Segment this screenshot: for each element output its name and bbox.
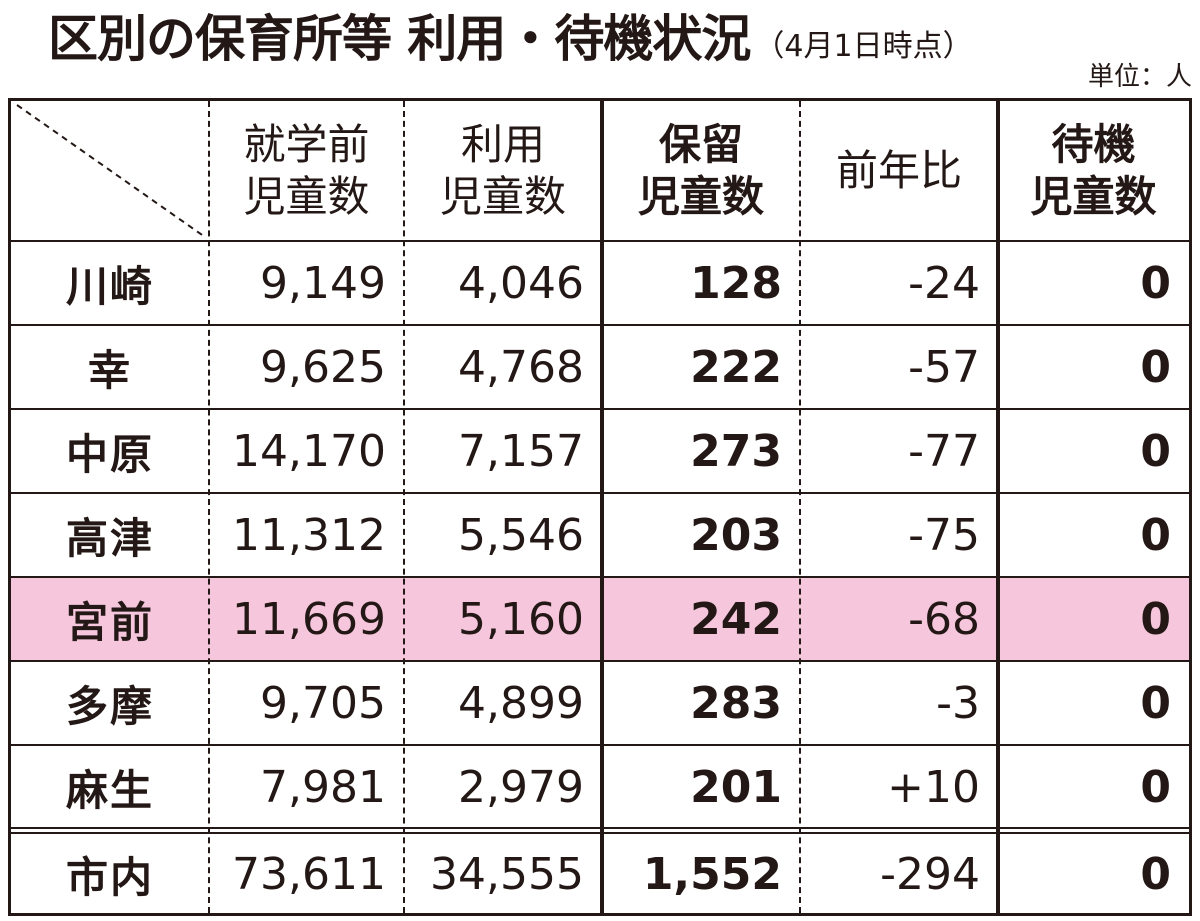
row-yoy-cell: -3 [936, 677, 980, 729]
row-reserved-cell: 242 [690, 593, 782, 645]
column-divider-dashed [403, 101, 405, 913]
header-diagonal-line [16, 104, 206, 238]
document-title: 区別の保育所等 利用・待機状況 （4月1日時点） [48, 4, 973, 74]
header-yoy-line: 前年比 [835, 146, 962, 195]
row-preschool-cell: 9,705 [260, 677, 386, 729]
column-divider-dashed [799, 101, 801, 913]
row-reserved-cell: 222 [690, 341, 782, 393]
header-yoy: 前年比 [800, 101, 998, 241]
header-reserved-line: 児童数 [637, 172, 764, 221]
row-preschool-cell: 11,312 [232, 509, 386, 561]
row-ward-cell: 幸 [87, 345, 132, 395]
total-users-cell: 34,555 [430, 848, 584, 900]
header-users: 利用 児童数 [404, 101, 602, 241]
row-ward-cell: 川崎 [65, 261, 154, 311]
row-yoy-cell: -75 [908, 509, 980, 561]
row-ward-cell: 麻生 [65, 765, 154, 815]
row-preschool-cell: 7,981 [260, 761, 386, 813]
header-preschool-line: 児童数 [243, 172, 370, 221]
total-reserved-cell: 1,552 [642, 848, 782, 900]
row-yoy-cell: -68 [908, 593, 980, 645]
row-yoy-cell: +10 [887, 761, 980, 813]
row-reserved-cell: 273 [690, 425, 782, 477]
header-waiting: 待機 児童数 [998, 101, 1189, 241]
row-waiting-cell: 0 [1140, 761, 1171, 813]
row-waiting-cell: 0 [1140, 509, 1171, 561]
header-reserved-line: 保留 [658, 120, 743, 169]
row-waiting-cell: 0 [1140, 341, 1171, 393]
row-yoy-cell: -24 [908, 257, 980, 309]
row-users-cell: 5,546 [458, 509, 584, 561]
title-text: 区別の保育所等 利用・待機状況 [48, 10, 751, 68]
row-ward-cell: 中原 [65, 429, 154, 479]
header-preschool: 就学前 児童数 [209, 101, 404, 241]
row-preschool-cell: 9,625 [260, 341, 386, 393]
column-divider-thick [600, 101, 604, 913]
row-users-cell: 4,046 [458, 257, 584, 309]
row-preschool-cell: 11,669 [232, 593, 386, 645]
header-preschool-line: 就学前 [243, 120, 370, 169]
total-ward-cell: 市内 [65, 852, 154, 902]
ward-stats-table: 就学前 児童数 利用 児童数 保留 児童数 前年比 待機 児童数 川崎 9,149 4,046 128-… [8, 98, 1192, 916]
row-ward-cell: 高津 [65, 513, 154, 563]
total-yoy-cell: -294 [880, 848, 980, 900]
row-preschool-cell: 14,170 [232, 425, 386, 477]
row-reserved-cell: 283 [690, 677, 782, 729]
row-reserved-cell: 203 [690, 509, 782, 561]
row-waiting-cell: 0 [1140, 257, 1171, 309]
total-waiting-cell: 0 [1140, 848, 1171, 900]
row-users-cell: 5,160 [458, 593, 584, 645]
column-divider-thick [996, 101, 1000, 913]
total-preschool-cell: 73,611 [232, 848, 386, 900]
column-divider-dashed [208, 101, 210, 913]
header-waiting-line: 待機 [1051, 120, 1136, 169]
row-preschool-cell: 9,149 [260, 257, 386, 309]
row-ward-cell: 宮前 [65, 597, 154, 647]
row-users-cell: 2,979 [458, 761, 584, 813]
header-waiting-line: 児童数 [1030, 172, 1157, 221]
row-waiting-cell: 0 [1140, 425, 1171, 477]
row-reserved-cell: 201 [690, 761, 782, 813]
row-ward-cell: 多摩 [65, 681, 154, 731]
title-date-note: （4月1日時点） [754, 29, 973, 64]
header-users-line: 児童数 [439, 172, 566, 221]
row-reserved-cell: 128 [690, 257, 782, 309]
header-users-line: 利用 [460, 120, 545, 169]
row-yoy-cell: -57 [908, 341, 980, 393]
unit-note: 単位：人 [1087, 62, 1192, 92]
row-users-cell: 4,899 [458, 677, 584, 729]
header-reserved: 保留 児童数 [602, 101, 800, 241]
row-waiting-cell: 0 [1140, 677, 1171, 729]
row-waiting-cell: 0 [1140, 593, 1171, 645]
row-users-cell: 7,157 [458, 425, 584, 477]
row-users-cell: 4,768 [458, 341, 584, 393]
row-yoy-cell: -77 [908, 425, 980, 477]
